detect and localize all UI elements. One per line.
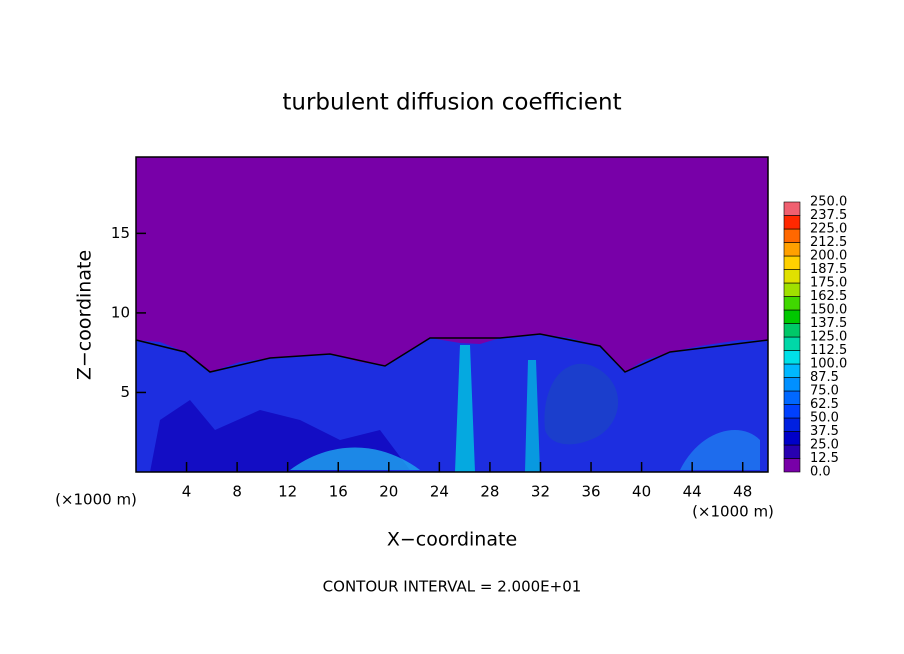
x-axis-label: X−coordinate	[387, 529, 517, 551]
colorbar-label: 125.0	[810, 330, 847, 345]
colorbar-label: 225.0	[810, 222, 847, 237]
colorbar-label: 137.5	[810, 316, 847, 331]
x-tick-label: 4	[182, 483, 192, 501]
colorbar-cell	[783, 377, 801, 392]
chart-title: turbulent diffusion coefficient	[282, 90, 621, 116]
x-tick-label: 8	[232, 483, 242, 501]
x-tick-label: 12	[278, 483, 297, 501]
colorbar-cell	[783, 404, 801, 419]
colorbar-cell	[783, 269, 801, 284]
x-tick-label: 44	[683, 483, 702, 501]
colorbar-cell	[783, 282, 801, 297]
x-tick-label: 36	[581, 483, 600, 501]
colorbar-label: 0.0	[810, 465, 831, 480]
colorbar-label: 12.5	[810, 451, 839, 466]
x-tick-label: 20	[379, 483, 398, 501]
colorbar-cell	[783, 323, 801, 338]
colorbar-cell	[783, 363, 801, 378]
colorbar-cell	[783, 309, 801, 324]
colorbar-label: 175.0	[810, 276, 847, 291]
y-tick-label: 5	[120, 383, 130, 401]
colorbar-label: 75.0	[810, 384, 839, 399]
colorbar-label: 50.0	[810, 411, 839, 426]
colorbar-label: 237.5	[810, 208, 847, 223]
colorbar-cell	[783, 242, 801, 257]
x-tick-label: 32	[531, 483, 550, 501]
y-tick-label: 10	[111, 303, 130, 321]
colorbar-cell	[783, 296, 801, 311]
contour-field	[135, 156, 769, 473]
y-unit: (×1000 m)	[55, 491, 137, 509]
colorbar-label: 212.5	[810, 235, 847, 250]
x-tick-label: 40	[632, 483, 651, 501]
colorbar-cell	[783, 458, 801, 473]
colorbar-label: 62.5	[810, 397, 839, 412]
x-unit: (×1000 m)	[692, 503, 774, 521]
colorbar-label: 100.0	[810, 357, 847, 372]
colorbar-label: 250.0	[810, 195, 847, 210]
colorbar-label: 112.5	[810, 343, 847, 358]
colorbar-label: 87.5	[810, 370, 839, 385]
colorbar-label: 25.0	[810, 438, 839, 453]
colorbar-cell	[783, 390, 801, 405]
colorbar-label: 187.5	[810, 262, 847, 277]
x-tick-label: 28	[480, 483, 499, 501]
colorbar-cell	[783, 444, 801, 459]
colorbar-label: 37.5	[810, 424, 839, 439]
colorbar-cell	[783, 201, 801, 216]
y-axis-label: Z−coordinate	[74, 250, 96, 380]
y-tick-label: 15	[111, 224, 130, 242]
x-tick-label: 16	[329, 483, 348, 501]
colorbar-label: 150.0	[810, 303, 847, 318]
x-tick-label: 24	[430, 483, 449, 501]
colorbar-cell	[783, 255, 801, 270]
colorbar-cell	[783, 228, 801, 243]
colorbar-cell	[783, 336, 801, 351]
colorbar-cell	[783, 215, 801, 230]
x-tick-label: 48	[733, 483, 752, 501]
colorbar-cell	[783, 350, 801, 365]
colorbar-cell	[783, 431, 801, 446]
colorbar-label: 162.5	[810, 289, 847, 304]
contour-interval: CONTOUR INTERVAL = 2.000E+01	[323, 578, 582, 596]
colorbar-cell	[783, 417, 801, 432]
colorbar-label: 200.0	[810, 249, 847, 264]
